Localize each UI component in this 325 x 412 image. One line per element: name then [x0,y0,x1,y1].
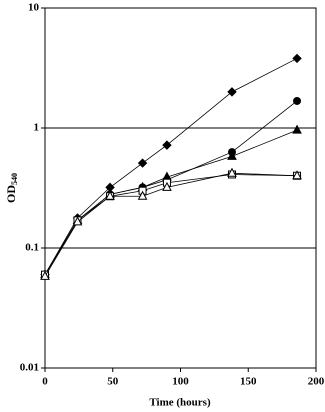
triangle-marker [292,170,302,180]
x-axis-label: Time (hours) [149,397,211,409]
y-tick-label: 0.1 [25,242,39,254]
y-tick-label: 1 [34,122,40,134]
series-line [44,58,298,275]
diamond-marker [137,158,148,168]
triangle-marker [40,270,50,280]
triangle-marker [162,181,172,191]
triangle-marker [105,190,115,200]
triangle-marker [137,190,148,200]
y-axis-label: OD540 [4,173,19,203]
triangle-marker [227,150,237,160]
y-tick-label: 10 [28,2,40,14]
diamond-marker [292,53,302,64]
y-label-subscript: 540 [10,173,19,185]
x-tick-label: 100 [172,376,189,388]
x-tick-label: 200 [308,376,325,388]
x-tick-label: 0 [42,376,48,388]
circle-marker [293,96,302,105]
triangle-marker [292,124,302,134]
series-line [44,100,298,275]
x-tick-label: 150 [240,376,257,388]
triangle-marker [227,167,237,177]
series-line [44,129,298,275]
y-label-main: OD [4,185,18,203]
x-tick-label: 50 [107,376,119,388]
triangle-marker [72,216,83,226]
y-tick-label: 0.01 [20,362,39,374]
plot-frame [44,7,317,369]
series-line [44,172,298,277]
diamond-marker [227,87,237,97]
diamond-marker [162,140,172,150]
